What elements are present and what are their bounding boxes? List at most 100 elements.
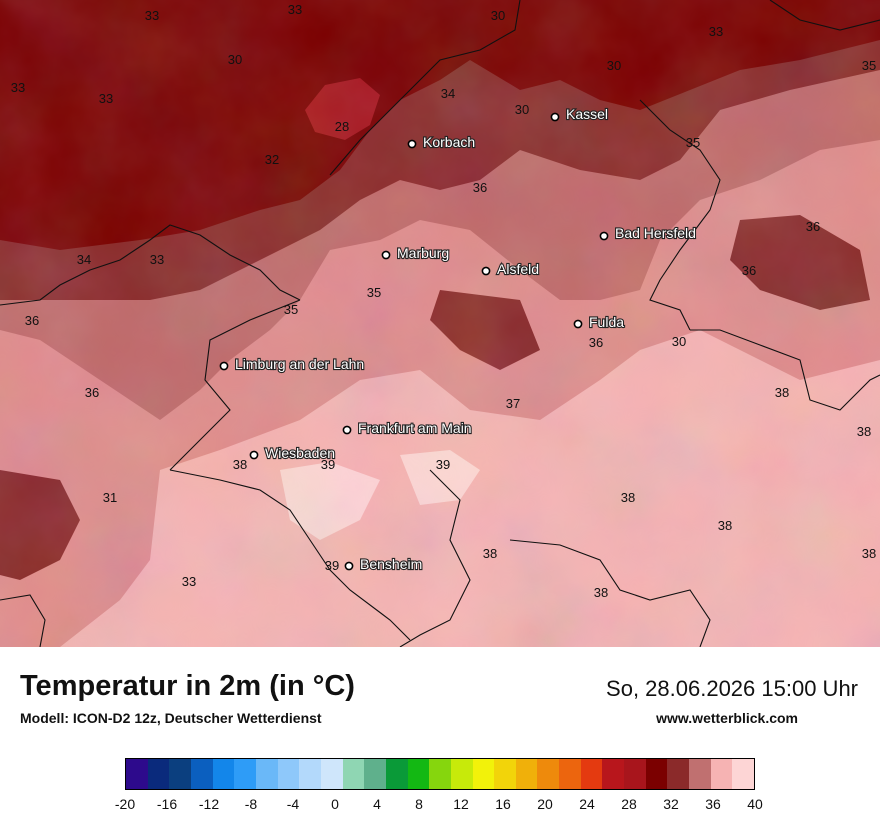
value-label: 38 [621, 490, 635, 505]
city-marker [219, 361, 229, 371]
value-label: 33 [709, 24, 723, 39]
value-label: 31 [103, 490, 117, 505]
legend-tick-label: -8 [244, 796, 258, 812]
city-frankfurt[interactable]: Frankfurt am Main [342, 419, 473, 437]
value-label: 35 [686, 135, 700, 150]
value-label: 38 [862, 546, 876, 561]
legend-swatch [580, 759, 603, 789]
value-label: 35 [862, 58, 876, 73]
city-marker [599, 231, 609, 241]
value-label: 33 [182, 574, 196, 589]
legend-swatch [147, 759, 170, 789]
legend-tick-label: -4 [286, 796, 300, 812]
legend-swatch [624, 759, 646, 789]
legend-swatch [710, 759, 733, 789]
legend-swatch [515, 759, 538, 789]
model-info: Modell: ICON-D2 12z, Deutscher Wetterdie… [20, 710, 322, 726]
city-fulda[interactable]: Fulda [573, 313, 625, 331]
city-bensheim[interactable]: Bensheim [344, 555, 423, 573]
legend-tick-label: 24 [579, 796, 595, 812]
color-legend [125, 758, 755, 790]
city-label: Fulda [589, 314, 624, 330]
city-marburg[interactable]: Marburg [381, 244, 450, 262]
legend-swatch [450, 759, 473, 789]
city-label: Kassel [566, 106, 608, 122]
city-label: Limburg an der Lahn [235, 356, 364, 372]
value-label: 39 [321, 457, 335, 472]
legend-swatch [299, 759, 321, 789]
legend-swatch [429, 759, 451, 789]
value-label: 38 [718, 518, 732, 533]
value-label: 30 [228, 52, 242, 67]
legend-swatch [602, 759, 625, 789]
map-title: Temperatur in 2m (in °C) [20, 670, 355, 702]
value-label: 33 [150, 252, 164, 267]
city-wiesbaden[interactable]: Wiesbaden [249, 444, 336, 462]
legend-tick-label: 4 [373, 796, 381, 812]
value-label: 36 [85, 385, 99, 400]
city-korbach[interactable]: Korbach [407, 133, 476, 151]
legend-swatch [212, 759, 235, 789]
value-label: 38 [594, 585, 608, 600]
value-label: 36 [589, 335, 603, 350]
city-kassel[interactable]: Kassel [550, 105, 609, 123]
city-label: Korbach [423, 134, 475, 150]
temperature-map: 33 33 30 33 30 33 34 30 28 32 35 36 34 3… [0, 0, 880, 647]
city-label: Wiesbaden [265, 445, 335, 461]
forecast-datetime: So, 28.06.2026 15:00 Uhr [606, 676, 858, 701]
city-bad-hersfeld[interactable]: Bad Hersfeld [599, 224, 697, 242]
value-label: 39 [436, 457, 450, 472]
legend-tick-labels: -20 -16 -12 -8 -4 0 4 8 12 16 20 24 28 32 36 40 [0, 796, 880, 812]
value-label: 36 [25, 313, 39, 328]
cities: Kassel Korbach Bad Hersfeld Marburg Alsf… [219, 105, 697, 573]
legend-swatch [559, 759, 581, 789]
value-label: 33 [99, 91, 113, 106]
value-labels: 33 33 30 33 30 33 34 30 28 32 35 36 34 3… [11, 2, 876, 600]
legend-swatch [472, 759, 495, 789]
legend-swatch [645, 759, 668, 789]
city-marker [249, 450, 259, 460]
city-marker [381, 250, 391, 260]
value-label: 38 [857, 424, 871, 439]
legend-swatch [407, 759, 430, 789]
value-label: 36 [473, 180, 487, 195]
value-label: 35 [367, 285, 381, 300]
value-label: 38 [483, 546, 497, 561]
legend-tick-label: 28 [621, 796, 637, 812]
website-link[interactable]: www.wetterblick.com [656, 710, 798, 726]
city-label: Bad Hersfeld [615, 225, 696, 241]
value-label: 28 [335, 119, 349, 134]
value-label: 38 [775, 385, 789, 400]
legend-swatch [234, 759, 256, 789]
city-alsfeld[interactable]: Alsfeld [481, 260, 540, 278]
city-marker [481, 266, 491, 276]
legend-swatch [689, 759, 711, 789]
legend-swatch [494, 759, 516, 789]
value-label: 35 [284, 302, 298, 317]
city-label: Frankfurt am Main [358, 420, 472, 436]
legend-tick-label: 36 [705, 796, 721, 812]
legend-swatch [126, 759, 148, 789]
legend-tick-label: -16 [156, 796, 178, 812]
footer: Temperatur in 2m (in °C) Modell: ICON-D2… [0, 648, 880, 830]
city-marker [550, 112, 560, 122]
legend-swatch [190, 759, 213, 789]
city-label: Alsfeld [497, 261, 539, 277]
city-marker [342, 425, 352, 435]
legend-swatch [385, 759, 408, 789]
texture-overlay [0, 0, 880, 647]
city-marker [344, 561, 354, 571]
legend-tick-label: 12 [453, 796, 469, 812]
value-label: 38 [233, 457, 247, 472]
value-label: 30 [515, 102, 529, 117]
legend-tick-label: -12 [198, 796, 220, 812]
borders [0, 0, 880, 647]
legend-swatch [320, 759, 343, 789]
legend-swatch [364, 759, 386, 789]
legend-tick-label: 40 [747, 796, 763, 812]
legend-swatch [277, 759, 300, 789]
city-limburg[interactable]: Limburg an der Lahn [219, 355, 365, 373]
value-label: 36 [742, 263, 756, 278]
legend-swatch [169, 759, 191, 789]
value-label: 33 [288, 2, 302, 17]
